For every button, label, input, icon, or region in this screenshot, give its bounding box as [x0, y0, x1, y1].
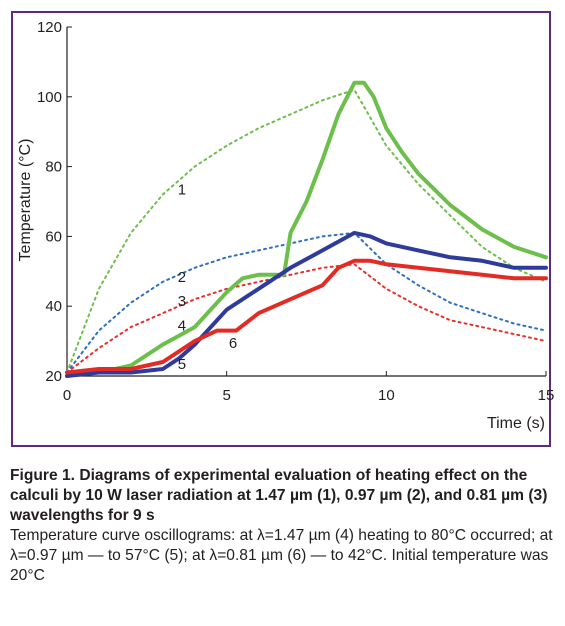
figure-frame	[11, 11, 551, 447]
curve-label-4: 4	[178, 318, 186, 335]
curve-label-2: 2	[178, 269, 186, 286]
x-tick-label: 10	[378, 387, 395, 404]
chart-curve-labels: 1 2 3 4 5 6	[178, 182, 237, 373]
series-line-2	[66, 231, 547, 374]
x-axis-label: Time (s)	[487, 415, 545, 432]
chart-series	[65, 80, 548, 378]
caption-text: Temperature curve oscillograms: at λ=1.4…	[10, 527, 553, 584]
series-line-3	[66, 263, 547, 374]
caption-title: Figure 1. Diagrams of experimental evalu…	[10, 467, 548, 524]
curve-label-5: 5	[178, 356, 186, 373]
y-tick-label: 100	[37, 89, 62, 106]
figure-caption: Figure 1. Diagrams of experimental evalu…	[10, 466, 555, 586]
y-tick-label: 80	[45, 159, 62, 176]
series-line-6	[65, 258, 548, 375]
x-tick-label: 15	[538, 387, 555, 404]
chart: 20 40 60 80 100 120 0 5 10 15 1 2 3 4 5 6 Temperature …	[17, 19, 554, 432]
curve-label-3: 3	[178, 293, 186, 310]
curve-label-6: 6	[229, 335, 237, 352]
y-tick-label: 20	[45, 368, 62, 385]
series-line-1	[66, 88, 547, 374]
x-tick-label: 5	[222, 387, 230, 404]
series-line-4	[65, 80, 548, 375]
series-line-5	[65, 230, 548, 378]
y-tick-label: 60	[45, 228, 62, 245]
curve-label-1: 1	[178, 182, 186, 199]
y-tick-label: 120	[37, 19, 62, 36]
y-tick-label: 40	[45, 298, 62, 315]
y-axis-label: Temperature (°C)	[17, 139, 34, 262]
x-tick-label: 0	[63, 387, 71, 404]
